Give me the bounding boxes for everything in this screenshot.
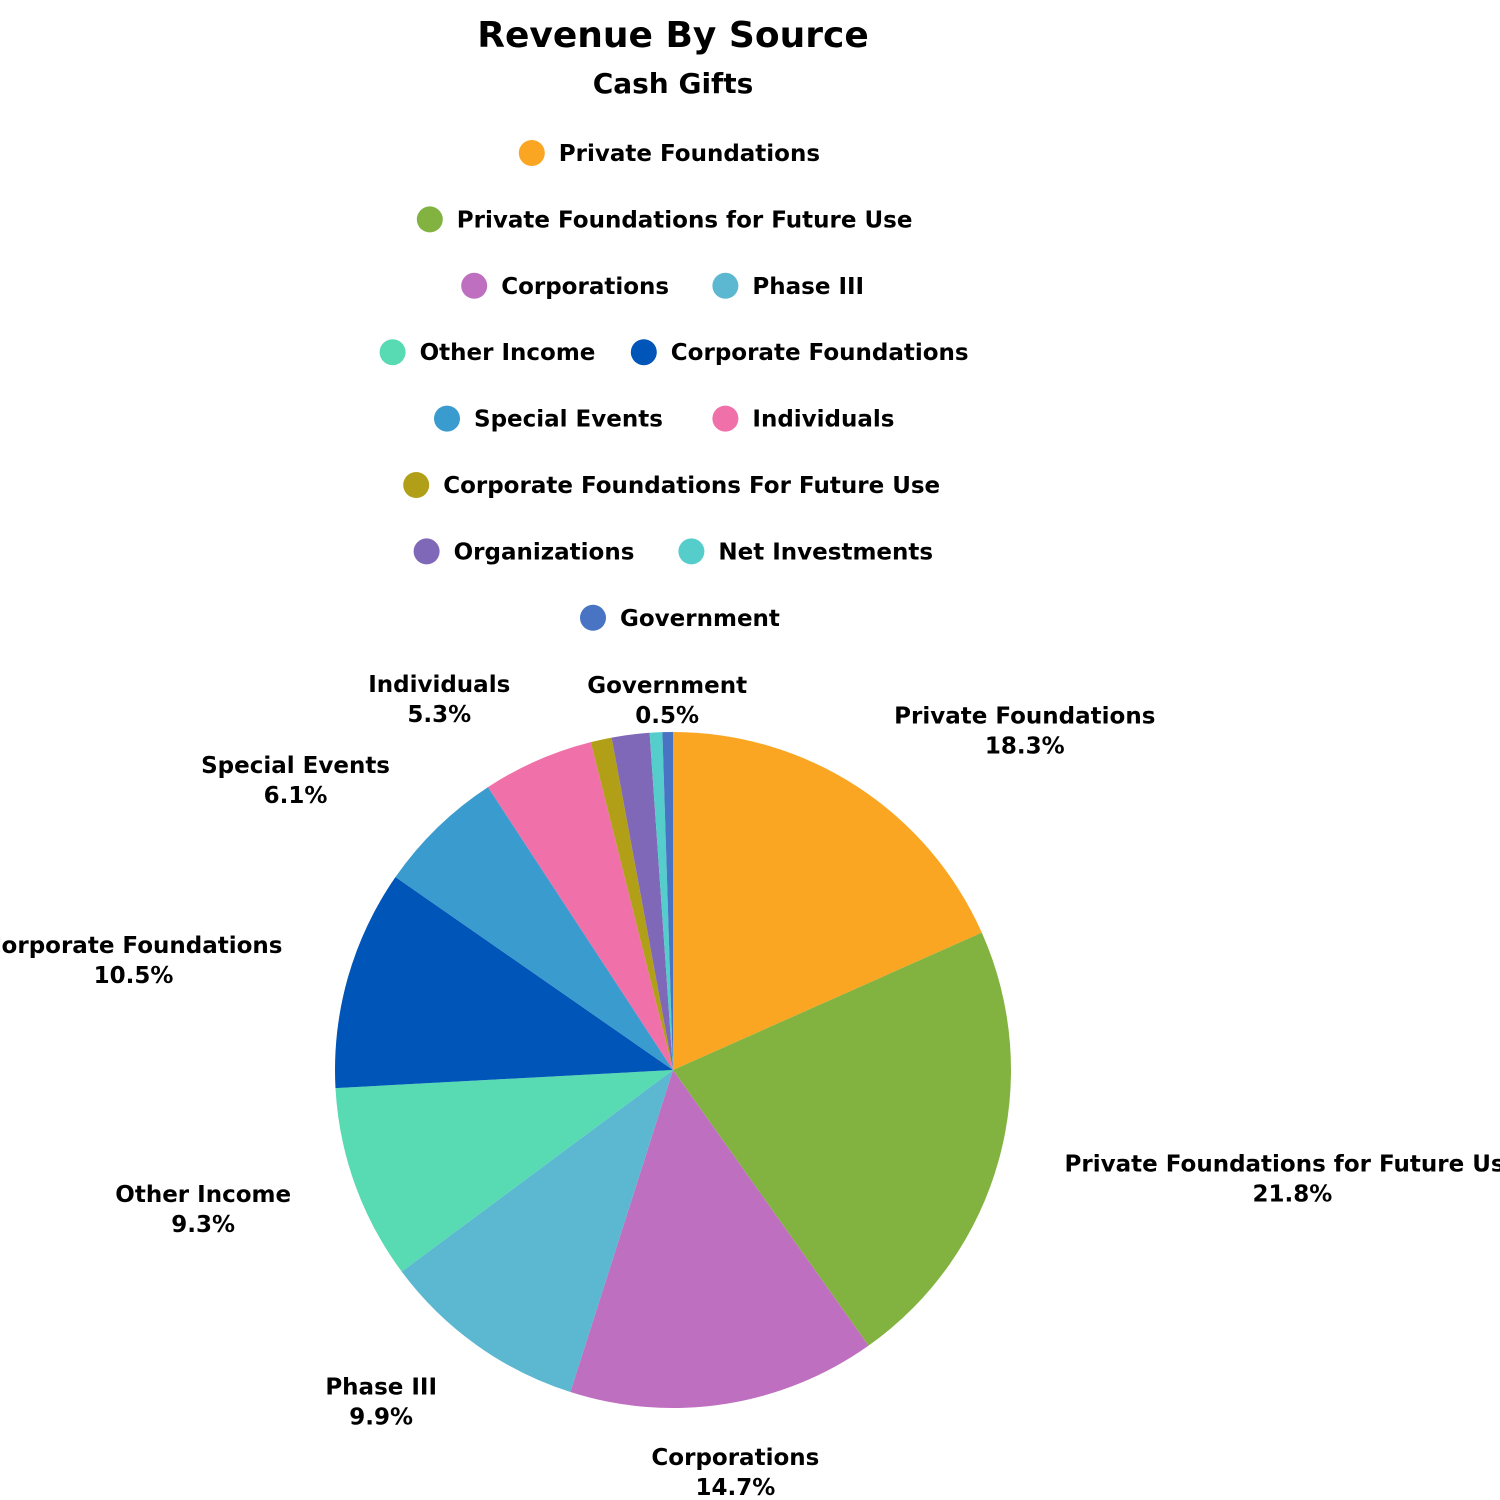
- pie-slice-phase-iii: [401, 1070, 673, 1393]
- legend-label-private-foundations-for-future-use: Private Foundations for Future Use: [457, 207, 913, 233]
- pie-slice-private-foundations: [673, 732, 982, 1070]
- slice-value-other-income: 9.3%: [171, 1212, 235, 1238]
- legend-label-organizations: Organizations: [454, 539, 635, 565]
- slice-value-corporate-foundations: 10.5%: [94, 963, 174, 989]
- slice-label-corporations: Corporations: [651, 1445, 819, 1471]
- legend-marker-corporations: [461, 272, 488, 299]
- legend-label-individuals: Individuals: [752, 407, 894, 433]
- pie-slice-corporate-foundations-for-future-use: [590, 737, 673, 1070]
- legend-label-special-events: Special Events: [474, 407, 663, 433]
- slice-value-individuals: 5.3%: [407, 702, 471, 728]
- pie-slice-private-foundations-for-future-use: [673, 932, 1011, 1346]
- legend-marker-corporate-foundations-for-future-use: [403, 472, 430, 498]
- pie-slice-organizations: [611, 732, 673, 1070]
- legend-marker-private-foundations-for-future-use: [416, 206, 443, 233]
- slice-value-special-events: 6.1%: [264, 783, 328, 809]
- slice-label-individuals: Individuals: [368, 672, 510, 698]
- pie-slice-government: [662, 732, 673, 1070]
- legend-label-phase-iii: Phase III: [752, 274, 864, 300]
- legend-marker-net-investments: [678, 538, 705, 565]
- legend-label-other-income: Other Income: [420, 340, 596, 366]
- pie-slice-corporate-foundations: [335, 877, 673, 1089]
- legend-marker-phase-iii: [712, 272, 739, 299]
- slice-label-government: Government: [587, 673, 747, 699]
- legend-label-corporations: Corporations: [501, 274, 669, 300]
- legend-marker-corporate-foundations: [630, 339, 657, 366]
- chart-subtitle: Cash Gifts: [593, 67, 754, 100]
- legend-marker-special-events: [434, 405, 460, 432]
- slice-value-corporations: 14.7%: [695, 1475, 775, 1500]
- legend-marker-government: [580, 604, 606, 631]
- pie-slice-net-investments: [649, 732, 673, 1070]
- slice-label-special-events: Special Events: [201, 753, 390, 779]
- slice-value-private-foundations: 18.3%: [985, 734, 1065, 760]
- legend-label-corporate-foundations-for-future-use: Corporate Foundations For Future Use: [443, 473, 940, 499]
- legend-marker-private-foundations: [518, 140, 545, 166]
- legend-label-net-investments: Net Investments: [718, 539, 933, 565]
- slice-label-other-income: Other Income: [115, 1182, 291, 1208]
- legend-marker-organizations: [413, 538, 440, 565]
- pie-slice-individuals: [487, 742, 673, 1070]
- slice-label-private-foundations-for-future-use: Private Foundations for Future Use: [1065, 1151, 1500, 1177]
- legend-label-government: Government: [620, 606, 780, 632]
- legend-label-corporate-foundations: Corporate Foundations: [671, 340, 969, 366]
- slice-value-government: 0.5%: [635, 703, 699, 729]
- slice-value-private-foundations-for-future-use: 21.8%: [1252, 1181, 1332, 1207]
- slice-value-phase-iii: 9.9%: [349, 1404, 413, 1430]
- pie-slice-special-events: [395, 787, 673, 1070]
- slice-label-corporate-foundations: Corporate Foundations: [0, 933, 282, 959]
- legend: Private Foundations Private Foundations f…: [379, 140, 969, 632]
- slice-label-phase-iii: Phase III: [325, 1374, 437, 1400]
- legend-marker-individuals: [712, 405, 739, 432]
- legend-marker-other-income: [379, 339, 406, 366]
- pie-slice-other-income: [335, 1070, 673, 1272]
- pie-slices: [335, 732, 1011, 1408]
- legend-label-private-foundations: Private Foundations: [559, 141, 820, 167]
- slice-labels: Private Foundations 18.3% Private Foundati…: [0, 672, 1500, 1500]
- chart-title: Revenue By Source: [477, 15, 868, 56]
- pie-slice-corporations: [570, 1070, 869, 1408]
- slice-label-private-foundations: Private Foundations: [894, 704, 1155, 730]
